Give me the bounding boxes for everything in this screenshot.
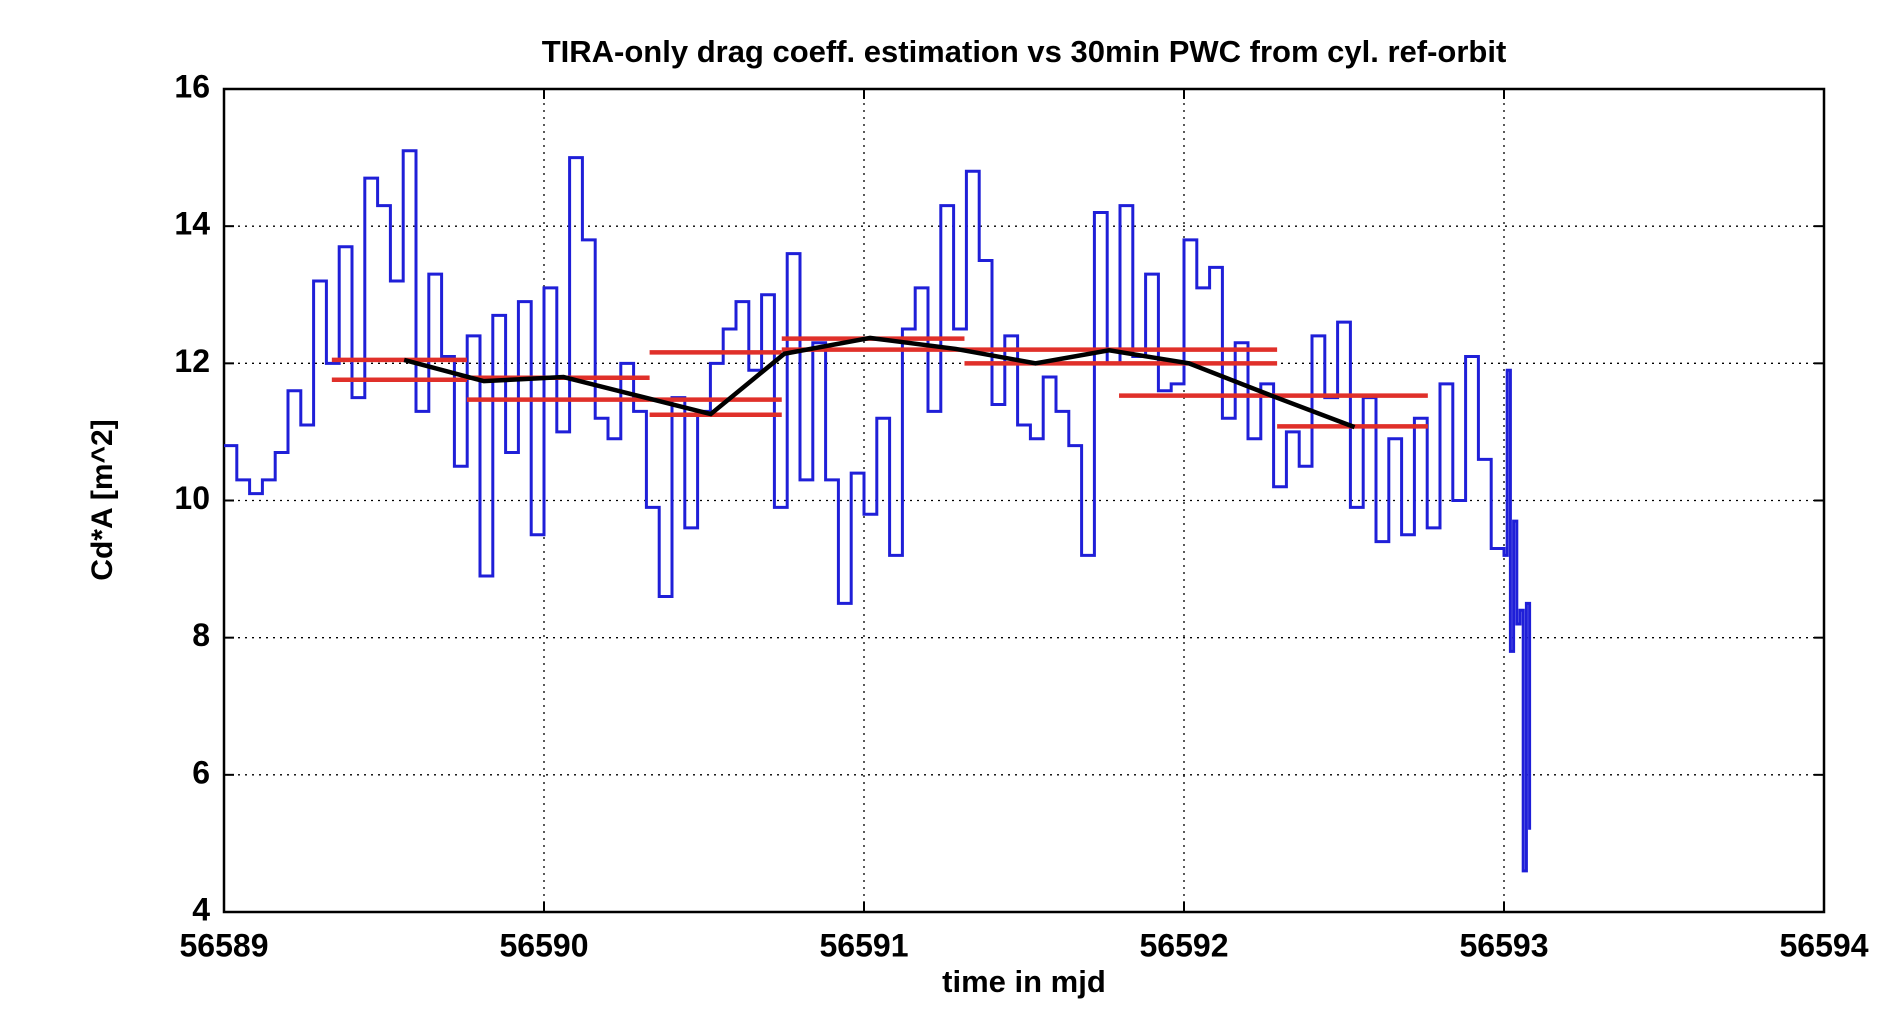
- x-tick-label: 56591: [820, 927, 909, 963]
- data-line: [224, 149, 1532, 873]
- y-tick-label: 14: [174, 206, 210, 242]
- y-tick-label: 8: [192, 617, 210, 653]
- plot-frame: [222, 87, 1826, 914]
- data-line: [403, 335, 1356, 430]
- y-tick-label: 10: [174, 480, 210, 516]
- x-tick-label: 56590: [500, 927, 589, 963]
- chart-title: TIRA-only drag coeff. estimation vs 30mi…: [542, 34, 1507, 69]
- x-tick-label: 56593: [1460, 927, 1549, 963]
- y-axis-label: Cd*A [m^2]: [86, 419, 119, 580]
- x-tick-label: 56589: [180, 927, 269, 963]
- x-tick-label: 56592: [1140, 927, 1229, 963]
- y-tick-label: 16: [174, 68, 210, 104]
- x-axis-label: time in mjd: [942, 964, 1106, 999]
- y-tick-label: 6: [192, 754, 210, 790]
- y-tick-label: 4: [192, 891, 210, 927]
- y-tick-label: 12: [174, 343, 210, 379]
- x-tick-label: 56594: [1780, 927, 1869, 963]
